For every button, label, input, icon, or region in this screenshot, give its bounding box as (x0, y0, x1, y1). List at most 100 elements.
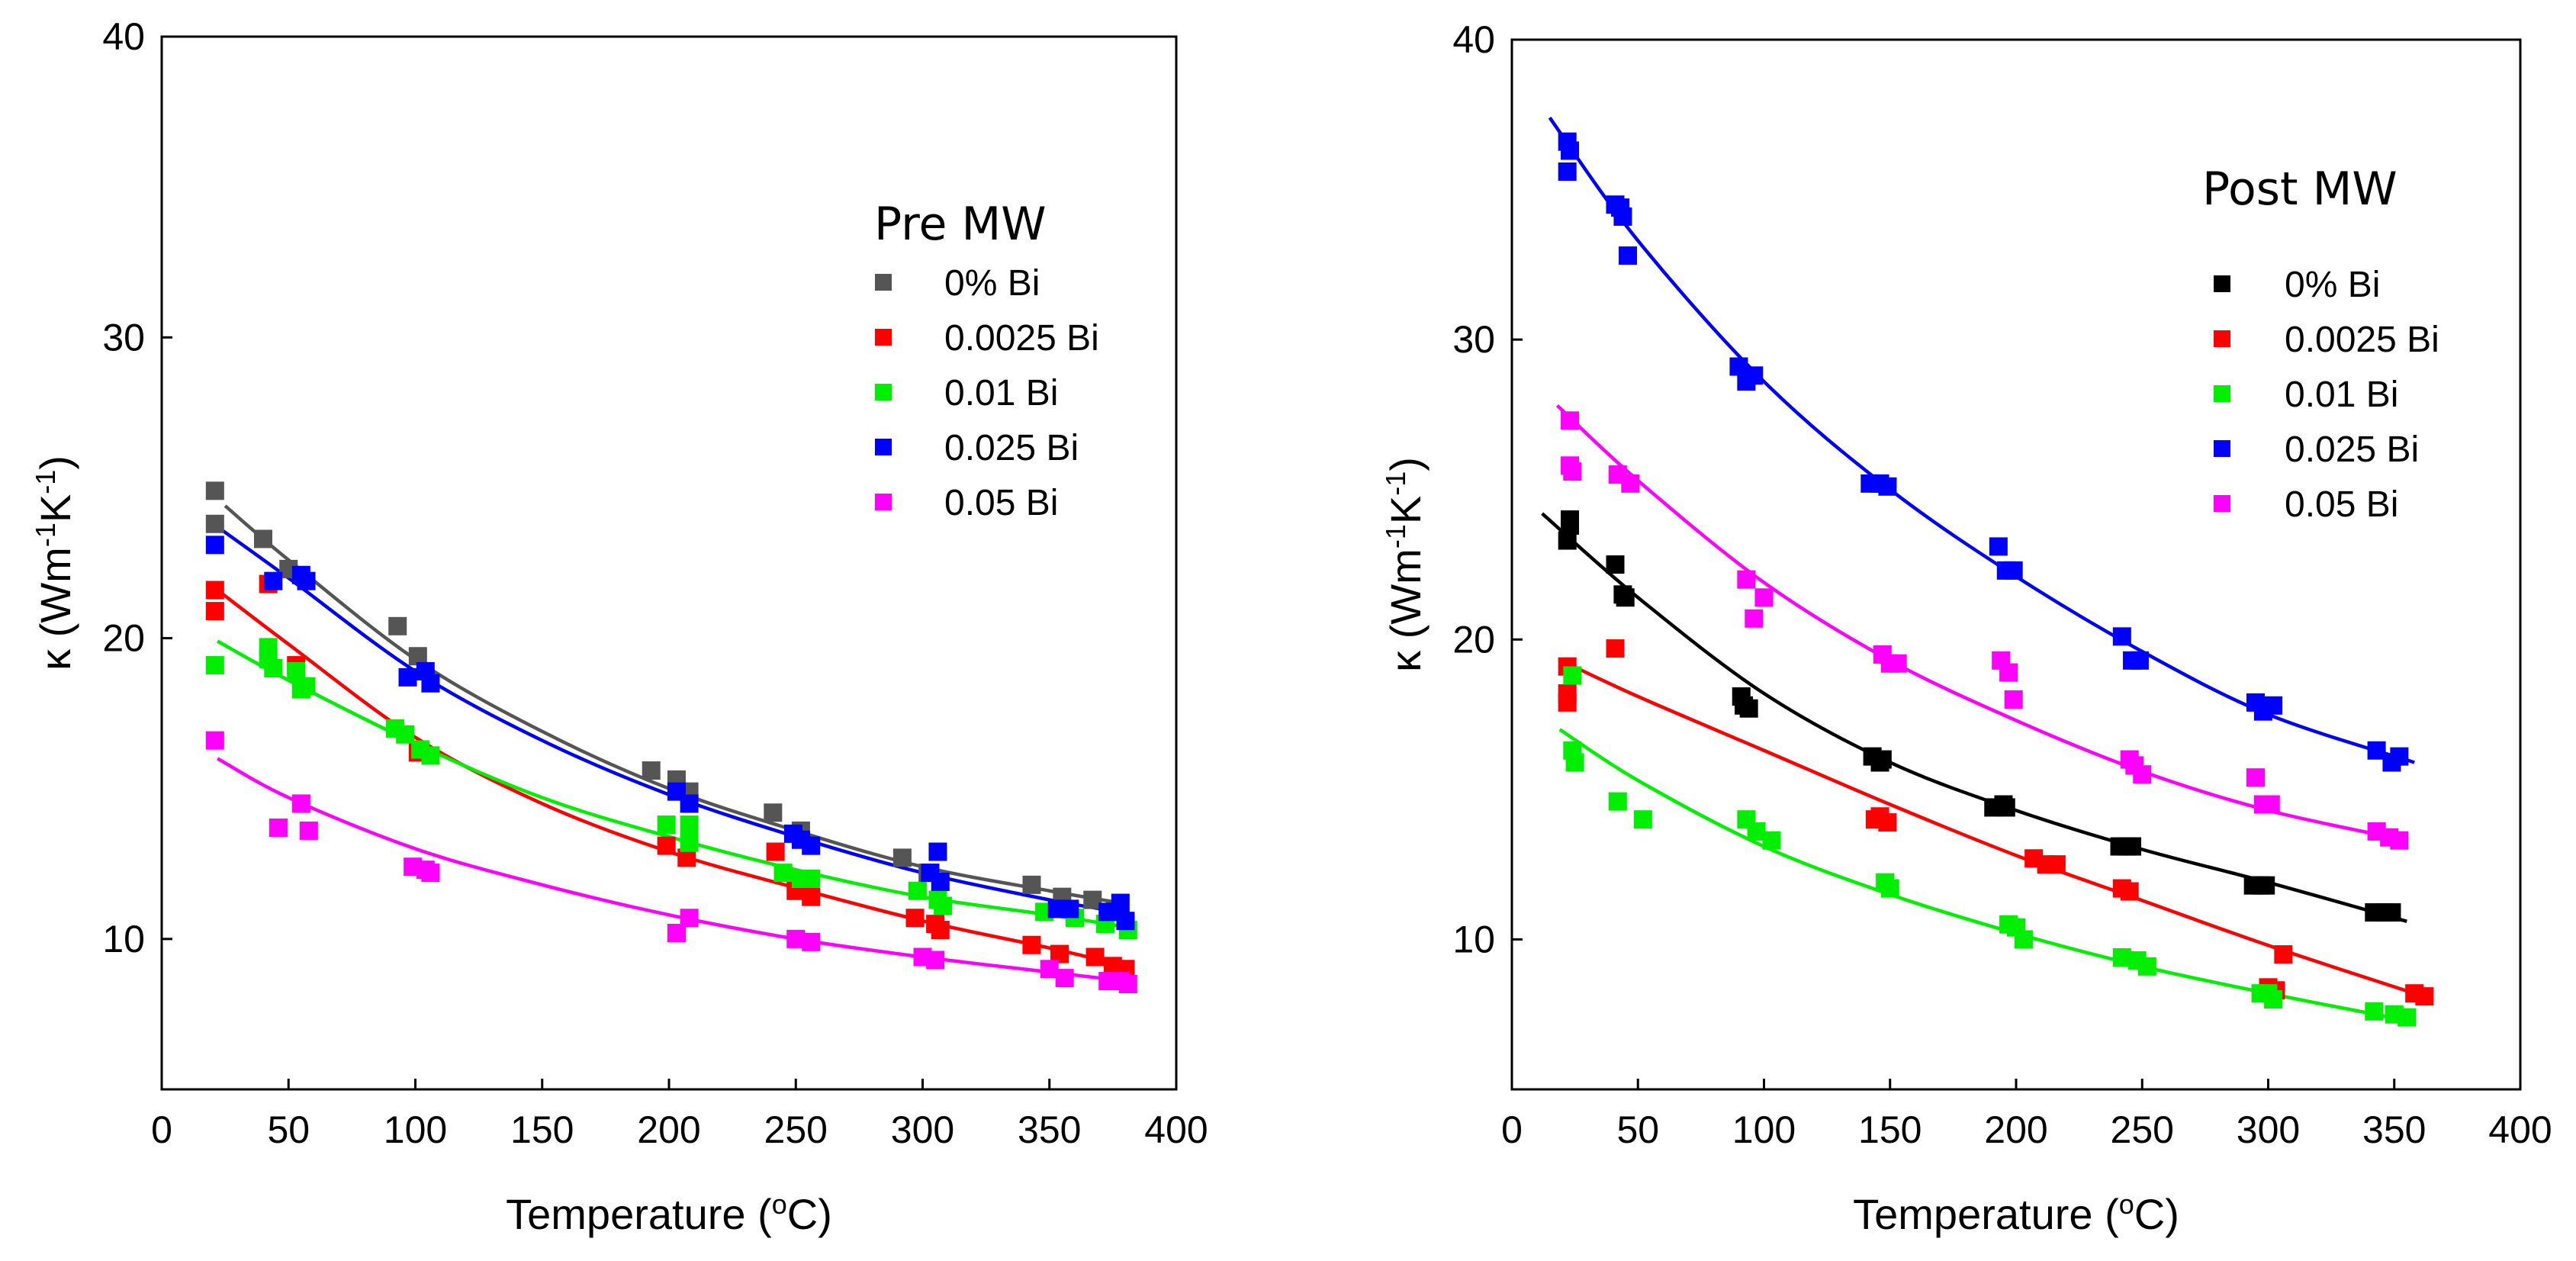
data-point (1888, 654, 1907, 673)
y-tick-label: 40 (1452, 18, 1495, 61)
x-tick-label: 100 (1732, 1108, 1796, 1151)
fit-curve-2 (1558, 728, 2407, 1022)
data-point (2120, 882, 2139, 901)
data-point (680, 794, 699, 813)
data-point (773, 864, 793, 883)
fit-curve-4 (217, 757, 1126, 983)
data-point (1616, 588, 1635, 607)
data-point (2137, 957, 2156, 976)
legend: Pre MW 0% Bi 0.0025 Bi 0.01 Bi 0.025 Bi 0.05… (874, 198, 1099, 523)
legend-marker (875, 329, 892, 346)
data-point (1878, 477, 1897, 496)
data-point (928, 842, 947, 861)
x-tick-label: 100 (384, 1108, 447, 1151)
y-axis-title: κ (Wm-1K-1) (1380, 457, 1430, 672)
data-point (421, 864, 440, 883)
legend-label: 0.05 Bi (2285, 484, 2398, 525)
plot-frame (160, 35, 1178, 1091)
data-point (802, 932, 821, 951)
data-point (931, 872, 950, 891)
data-point (421, 674, 440, 693)
x-axis-title: Temperature (oC) (506, 1189, 832, 1239)
data-point (2004, 690, 2023, 709)
data-point (926, 951, 945, 970)
data-point (2246, 768, 2265, 787)
legend-marker (2214, 330, 2230, 347)
fit-curves (1541, 116, 2415, 1022)
data-point (1762, 831, 1781, 850)
data-point (1606, 639, 1625, 658)
data-point (1745, 366, 1764, 385)
data-point (2047, 855, 2066, 874)
x-tick-label: 0 (151, 1108, 172, 1151)
data-point (2274, 945, 2293, 964)
data-point (802, 887, 821, 906)
data-point (802, 870, 821, 888)
fit-curves (216, 504, 1127, 983)
axis-ticks: 0 50 100 150 200 250 300 350 400 10 20 30 40 (1452, 18, 2552, 1151)
data-point (299, 821, 318, 840)
data-point (1060, 899, 1079, 918)
data-point (254, 529, 272, 548)
data-point (297, 677, 316, 696)
legend-marker (2214, 275, 2230, 292)
data-point (680, 909, 699, 928)
data-point (764, 803, 783, 822)
x-tick-label: 350 (2362, 1108, 2426, 1151)
plot-frame (1510, 38, 2522, 1091)
data-point (205, 602, 224, 621)
data-point (205, 656, 224, 675)
data-point (1996, 798, 2015, 817)
y-tick-label: 10 (1452, 918, 1495, 960)
data-point (205, 481, 224, 500)
legend-label: 0% Bi (944, 263, 1040, 304)
y-axis-title-text: κ (Wm-1K-1) (1380, 457, 1430, 672)
legend-marker (875, 494, 892, 510)
data-point (1565, 753, 1584, 772)
data-point (264, 659, 283, 677)
data-point (291, 794, 310, 813)
data-point (2133, 765, 2152, 784)
data-point (680, 815, 699, 835)
chart-panel-post-mw: 0 50 100 150 200 250 300 350 400 10 20 30 40 Tempera… (1380, 18, 2552, 1238)
data-point (2004, 561, 2023, 580)
chart-panel-pre-mw: 0 50 100 150 200 250 300 350 400 10 20 30 40 Tempera… (30, 15, 1208, 1238)
data-point (1561, 510, 1580, 529)
data-point (657, 836, 676, 855)
legend-label: 0.025 Bi (2285, 429, 2419, 470)
data-point (2261, 795, 2280, 814)
y-tick-label: 10 (102, 918, 145, 960)
data-point (1619, 246, 1638, 265)
data-point (264, 571, 283, 590)
data-point (892, 848, 912, 867)
data-point (205, 536, 224, 555)
x-tick-label: 300 (891, 1108, 954, 1151)
data-point (2264, 990, 2283, 1009)
legend-label: 0.01 Bi (2285, 375, 2398, 415)
data-point (398, 667, 417, 687)
legend-label: 0.0025 Bi (944, 318, 1099, 359)
data-points (1558, 132, 2434, 1027)
legend-label: 0.0025 Bi (2285, 320, 2439, 360)
data-point (2014, 930, 2033, 949)
data-point (1613, 207, 1632, 226)
data-point (1563, 666, 1582, 685)
y-axis-title: κ (Wm-1K-1) (30, 455, 80, 671)
x-tick-label: 400 (2488, 1108, 2552, 1151)
data-point (1118, 975, 1137, 993)
legend-marker (875, 384, 892, 400)
data-point (934, 896, 953, 915)
data-point (205, 514, 224, 533)
data-point (1561, 141, 1580, 160)
data-point (2382, 903, 2401, 922)
data-point (1561, 411, 1580, 430)
legend-label: 0.01 Bi (944, 373, 1058, 413)
data-point (2415, 987, 2434, 1006)
legend: Post MW 0% Bi 0.0025 Bi 0.01 Bi 0.025 Bi 0.0… (2202, 162, 2439, 525)
data-point (2390, 831, 2409, 850)
data-point (1116, 912, 1135, 931)
data-point (388, 616, 407, 635)
data-point (802, 836, 821, 855)
data-point (931, 921, 950, 940)
